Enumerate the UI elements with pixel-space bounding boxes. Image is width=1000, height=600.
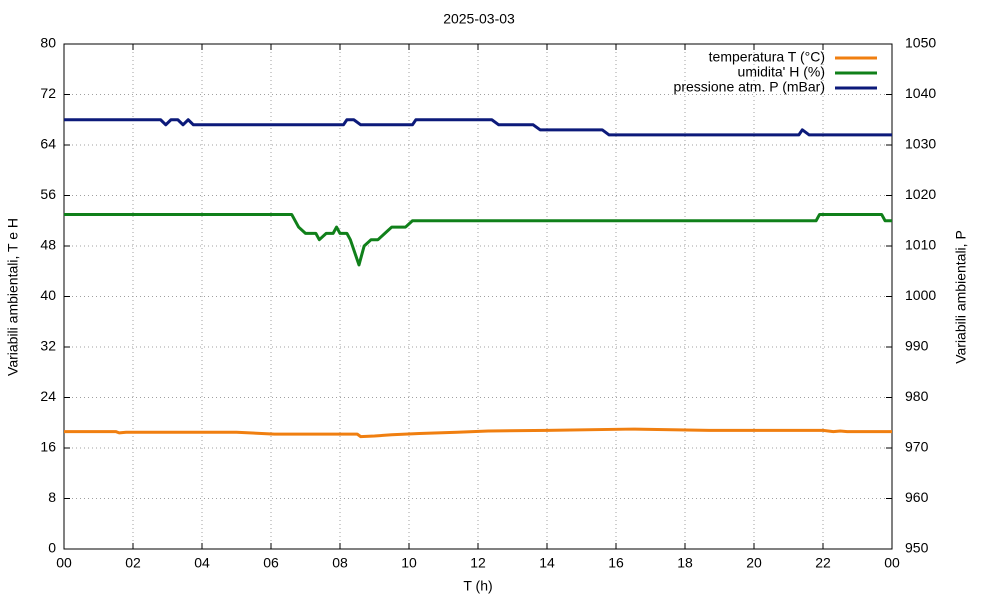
x-tick-label: 14	[539, 555, 555, 571]
y2-tick-label: 960	[905, 489, 929, 505]
y-tick-label: 16	[40, 439, 56, 455]
y2-tick-label: 990	[905, 338, 929, 354]
legend-label: pressione atm. P (mBar)	[674, 79, 825, 95]
y-tick-label: 8	[48, 489, 56, 505]
y2-tick-label: 950	[905, 540, 929, 556]
y-tick-label: 80	[40, 35, 56, 51]
y2-tick-label: 1010	[905, 237, 936, 253]
x-tick-label: 04	[194, 555, 210, 571]
y-axis-label: Variabili ambientali, T e H	[5, 218, 21, 376]
x-tick-label: 06	[263, 555, 279, 571]
x-tick-label: 02	[125, 555, 141, 571]
y2-tick-label: 1020	[905, 186, 936, 202]
legend-label: temperatura T (°C)	[709, 49, 825, 65]
y-tick-label: 24	[40, 388, 56, 404]
y-tick-label: 32	[40, 338, 56, 354]
y-tick-label: 48	[40, 237, 56, 253]
y2-tick-label: 980	[905, 388, 929, 404]
x-tick-label: 10	[401, 555, 417, 571]
plot-frame	[63, 43, 893, 550]
x-tick-label: 16	[608, 555, 624, 571]
x-tick-label: 00	[884, 555, 900, 571]
y2-tick-label: 1000	[905, 287, 936, 303]
legend-label: umidita' H (%)	[738, 64, 825, 80]
y2-tick-label: 1050	[905, 35, 936, 51]
y2-axis-label: Variabili ambientali, P	[953, 230, 969, 364]
series-line	[64, 427, 892, 439]
series-line	[64, 118, 892, 137]
y-tick-label: 40	[40, 287, 56, 303]
y2-tick-label: 970	[905, 439, 929, 455]
y-tick-label: 64	[40, 136, 56, 152]
x-axis-label: T (h)	[463, 578, 492, 594]
x-tick-label: 22	[815, 555, 831, 571]
y2-tick-label: 1030	[905, 136, 936, 152]
series-line	[64, 212, 892, 267]
x-tick-label: 08	[332, 555, 348, 571]
y-tick-label: 0	[48, 540, 56, 556]
x-tick-label: 00	[56, 555, 72, 571]
x-tick-label: 20	[746, 555, 762, 571]
x-tick-label: 18	[677, 555, 693, 571]
y-tick-label: 72	[40, 85, 56, 101]
y2-tick-label: 1040	[905, 85, 936, 101]
x-tick-label: 12	[470, 555, 486, 571]
y-tick-label: 56	[40, 186, 56, 202]
chart-title: 2025-03-03	[443, 11, 515, 27]
